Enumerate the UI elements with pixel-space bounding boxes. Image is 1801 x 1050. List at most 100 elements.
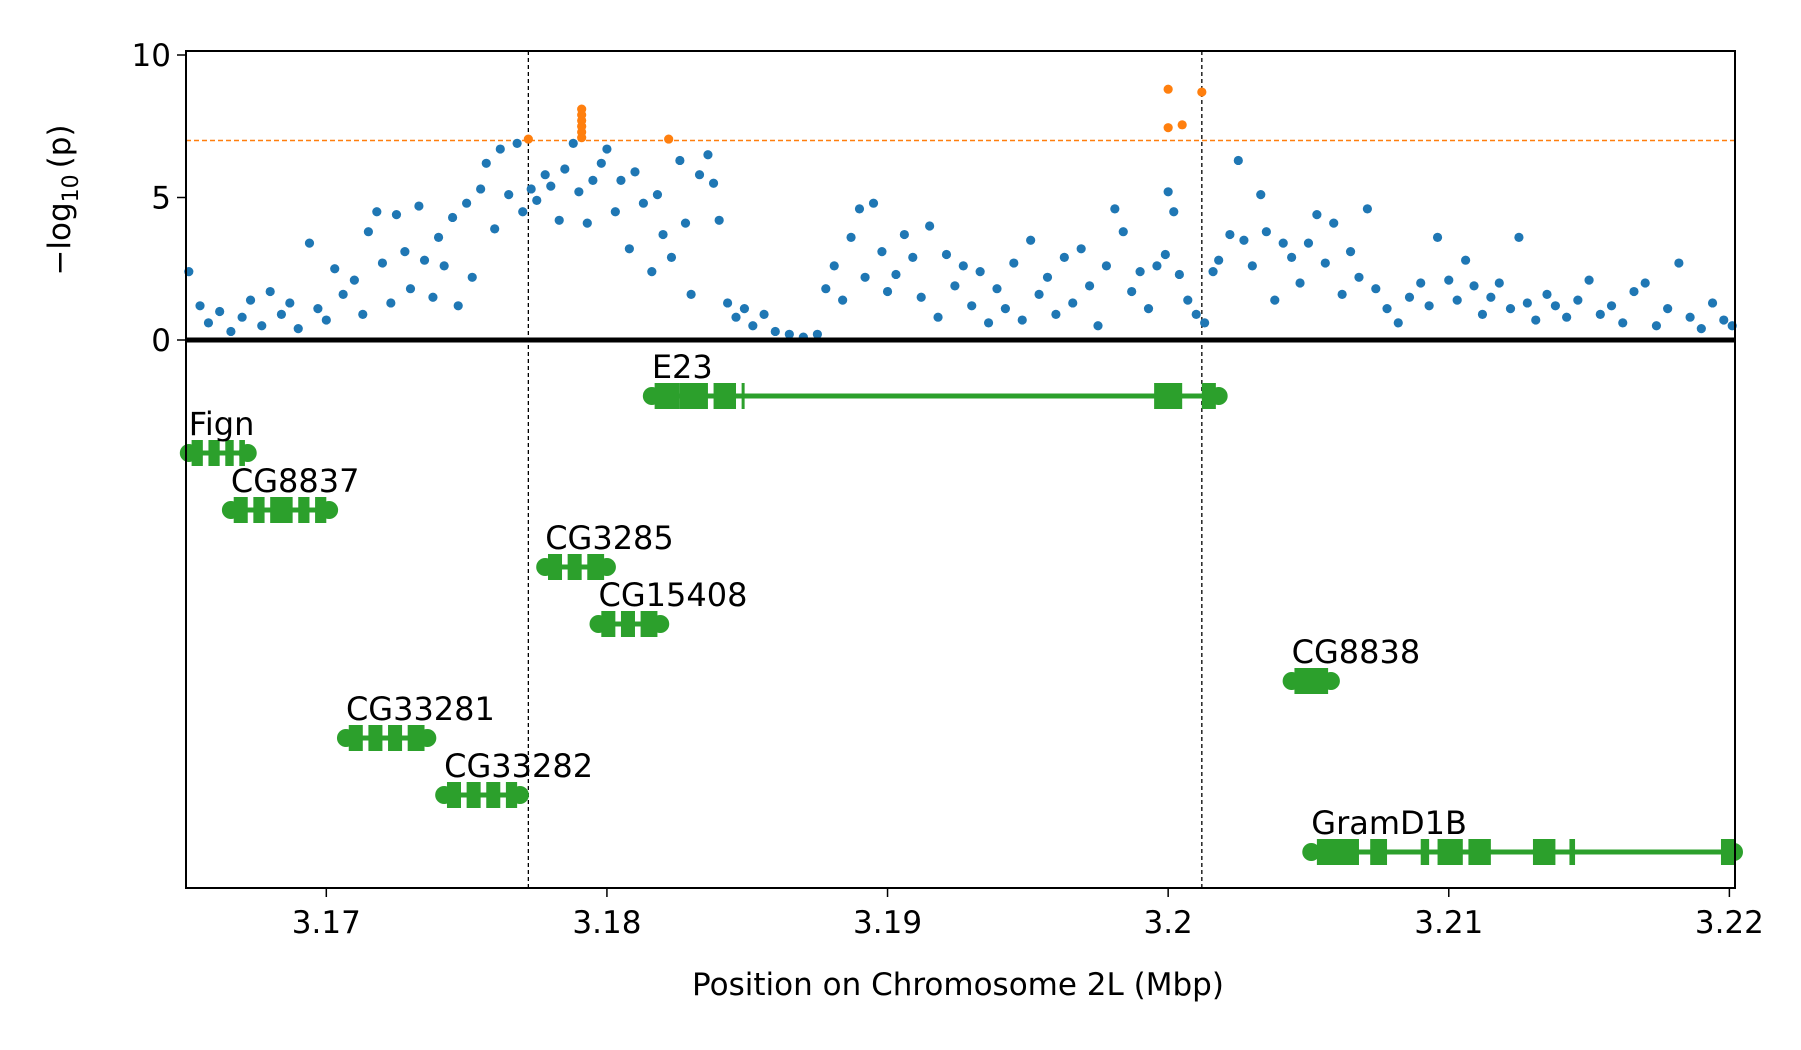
gene-cg8838: CG8838 xyxy=(1282,633,1420,694)
data-point xyxy=(1270,295,1280,305)
data-point xyxy=(568,138,578,148)
gene-exon xyxy=(1532,839,1556,865)
data-point xyxy=(276,309,287,319)
data-point xyxy=(1163,84,1173,94)
data-point xyxy=(680,218,691,228)
gene-exon xyxy=(348,725,363,751)
data-point xyxy=(846,232,856,242)
data-point xyxy=(1329,218,1339,228)
data-point xyxy=(1606,301,1617,311)
gene-exon xyxy=(446,782,462,808)
gene-cg33282: CG33282 xyxy=(435,747,593,808)
data-point xyxy=(748,321,758,331)
data-point xyxy=(1573,295,1583,305)
data-point xyxy=(975,267,985,277)
gene-label: GramD1B xyxy=(1311,804,1467,842)
data-point xyxy=(226,326,236,337)
data-point xyxy=(616,175,626,185)
data-point xyxy=(770,326,780,337)
data-point xyxy=(1542,289,1552,299)
data-point xyxy=(582,218,592,228)
data-point xyxy=(739,304,750,314)
data-point xyxy=(447,212,458,223)
data-point xyxy=(596,158,606,168)
data-point xyxy=(495,144,505,154)
gene-exon xyxy=(298,497,310,523)
data-point xyxy=(245,295,256,305)
data-point xyxy=(1452,295,1462,305)
y-axis-label-suffix: (p) xyxy=(42,124,78,168)
data-point xyxy=(1674,258,1684,268)
gene-exon xyxy=(505,782,518,808)
data-point xyxy=(958,261,968,271)
gene-exon xyxy=(1154,383,1183,409)
data-point xyxy=(285,298,295,308)
gene-exon xyxy=(547,554,563,580)
data-point xyxy=(891,269,901,280)
data-point xyxy=(1719,315,1729,325)
gene-exon xyxy=(388,725,403,751)
gene-label: Fign xyxy=(189,405,255,443)
gene-exon xyxy=(315,497,327,523)
gene-exon xyxy=(567,554,582,580)
gene-exon xyxy=(486,782,501,808)
data-point xyxy=(386,298,396,308)
data-point xyxy=(1118,227,1128,237)
data-point xyxy=(546,181,556,191)
gene-exon xyxy=(191,440,203,466)
x-tick-label: 3.18 xyxy=(572,905,641,941)
data-point xyxy=(400,247,410,257)
data-point xyxy=(1160,249,1170,260)
data-point xyxy=(967,301,977,311)
gene-label: CG8837 xyxy=(231,462,360,500)
data-point xyxy=(1059,252,1069,262)
data-point xyxy=(759,309,769,319)
data-point xyxy=(731,312,741,322)
data-point xyxy=(574,187,584,197)
data-point xyxy=(1225,229,1235,240)
data-point xyxy=(1127,286,1137,297)
gene-label: CG3285 xyxy=(545,519,674,557)
data-point xyxy=(860,272,870,282)
data-point xyxy=(257,321,267,331)
data-point xyxy=(504,190,514,200)
data-point xyxy=(1469,281,1479,291)
data-point xyxy=(1101,261,1112,271)
data-point xyxy=(784,329,794,339)
data-point xyxy=(703,150,713,160)
data-point xyxy=(686,289,696,299)
data-point xyxy=(518,207,528,217)
data-point xyxy=(203,318,214,328)
data-point xyxy=(1110,204,1120,214)
data-point xyxy=(338,289,348,299)
data-point xyxy=(675,155,685,166)
data-point xyxy=(868,198,879,208)
data-point xyxy=(304,238,315,248)
gene-exon xyxy=(239,440,245,466)
data-point xyxy=(1278,238,1288,248)
series-2 xyxy=(523,84,1207,144)
data-point xyxy=(658,229,668,240)
gene-exon xyxy=(1437,839,1463,865)
y-axis-label: −log10 (p) xyxy=(42,124,84,275)
gene-cg15408: CG15408 xyxy=(589,576,748,637)
data-point xyxy=(821,284,831,294)
data-point xyxy=(1685,312,1695,322)
gene-exon xyxy=(407,725,425,751)
data-point xyxy=(1522,298,1532,308)
data-point xyxy=(1200,318,1210,328)
data-point xyxy=(321,315,331,325)
data-point xyxy=(1093,321,1103,331)
gene-exon xyxy=(679,383,708,409)
data-point xyxy=(1256,190,1266,200)
data-point xyxy=(540,170,550,180)
data-point xyxy=(532,195,542,205)
data-point xyxy=(476,184,486,194)
gene-exon xyxy=(225,440,234,466)
data-point xyxy=(933,312,943,322)
data-point xyxy=(1312,210,1322,220)
data-point xyxy=(1135,267,1145,277)
data-point xyxy=(925,221,935,231)
gene-label: CG15408 xyxy=(599,576,748,614)
